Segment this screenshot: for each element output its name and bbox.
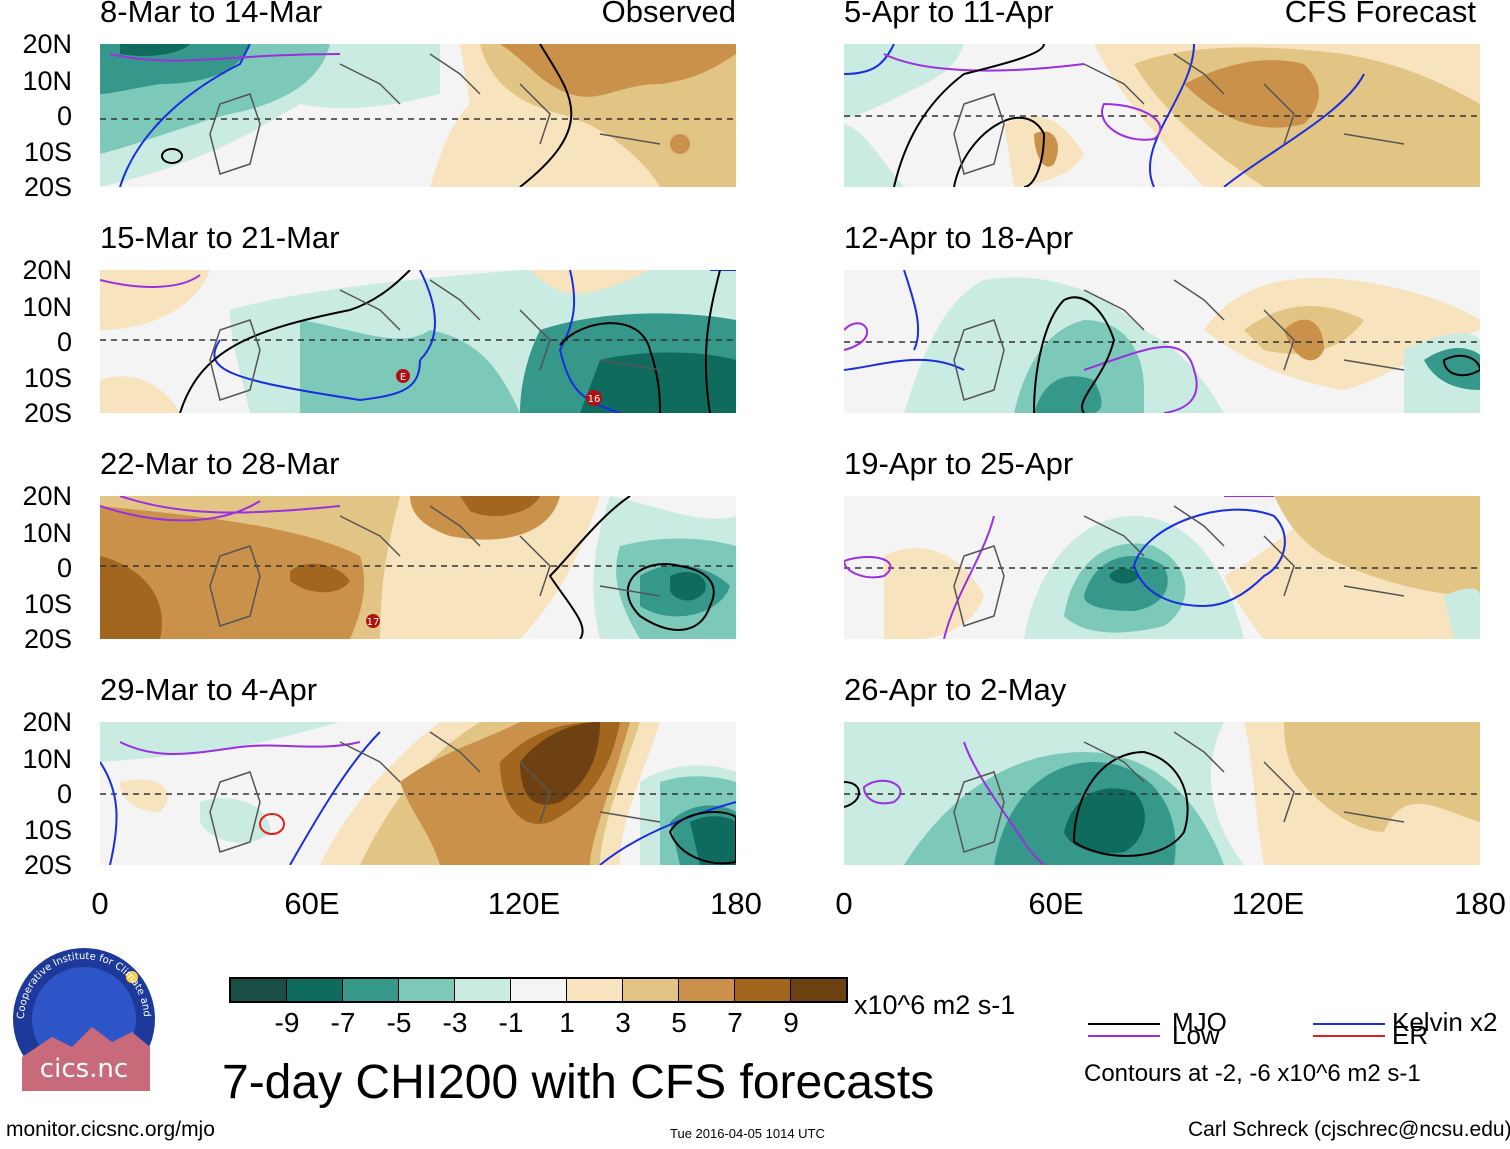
anomaly-map [844,44,1480,187]
lat-label: 10S [23,589,72,619]
lat-label: 10S [23,363,72,393]
lat-label: 10S [23,815,72,845]
panel-title: 12-Apr to 18-Apr [844,220,1074,255]
footer-timestamp: Tue 2016-04-05 1014 UTC [670,1126,825,1141]
lat-label: 20S [23,398,72,428]
mjo-legend-label: MJO [1172,1007,1227,1037]
colorbar-swatch [735,979,791,1001]
er-legend-line [1313,1035,1385,1037]
lat-label: 20N [22,255,72,285]
colorbar-tick: -7 [330,1007,356,1038]
storm-marker: E [396,369,410,383]
storm-label: E [400,372,406,383]
lat-label: 10S [23,137,72,167]
colorbar-swatch [287,979,343,1001]
colorbar-tick: 7 [727,1007,743,1038]
map-panel-3: 22-Mar to 28-Mar 20N 10N 0 10S 20S 17 [0,446,740,677]
lon-label: 0 [91,886,109,921]
lon-label: 180 [1454,886,1506,921]
observed-label: Observed [601,0,736,29]
lat-label: 0 [56,779,72,809]
footer-url[interactable]: monitor.cicsnc.org/mjo [6,1118,215,1141]
kelvin-legend-label: Kelvin x2 [1392,1007,1498,1037]
anomaly-map [844,722,1480,865]
lat-label: 0 [56,327,72,357]
colorbar-swatch [399,979,455,1001]
anomaly-map: E 16 [100,270,736,413]
panel-title: 22-Mar to 28-Mar [100,446,340,481]
map-panel-4: 29-Mar to 4-Apr 20N 10N 0 10S 20S [0,672,740,903]
lon-label: 0 [835,886,853,921]
forecast-label: CFS Forecast [1284,0,1476,29]
er-legend-label: ER [1392,1020,1429,1050]
panel-title: 8-Mar to 14-Mar [100,0,323,29]
lat-label: 20N [22,707,72,737]
anomaly-map [844,270,1480,413]
colorbar-swatch [567,979,623,1001]
lat-label: 10N [22,518,72,548]
lat-label: 20S [23,172,72,202]
panel-title: 5-Apr to 11-Apr [844,0,1054,29]
logo-text: cics.nc [40,1054,128,1084]
map-panel-1: 8-Mar to 14-Mar Observed 20N 10N 0 10S 2… [0,0,740,225]
colorbar-tick: 1 [559,1007,575,1038]
lon-label: 60E [1028,886,1084,921]
main-title: 7-day CHI200 with CFS forecasts [222,1056,935,1109]
lon-label: 120E [1231,886,1305,921]
colorbar-tick: -1 [498,1007,524,1038]
colorbar-swatch [679,979,735,1001]
map-panel-6: 12-Apr to 18-Apr [744,220,1484,451]
cics-logo: Cooperative Institute for Climate and Sa… [12,947,155,1091]
colorbar-tick: -3 [442,1007,468,1038]
colorbar-tick: 5 [671,1007,687,1038]
panel-title: 15-Mar to 21-Mar [100,220,340,255]
map-panel-2: 15-Mar to 21-Mar 20N 10N 0 10S 20S E 16 [0,220,740,451]
colorbar [229,977,848,1003]
anomaly-map: 17 [100,496,736,639]
lon-label: 120E [487,886,561,921]
colorbar-units: x10^6 m2 s-1 [854,990,1016,1020]
low-legend-label: Low [1172,1020,1220,1050]
contour-note: Contours at -2, -6 x10^6 m2 s-1 [1084,1060,1421,1087]
storm-marker: 16 [586,390,602,406]
map-panel-7: 19-Apr to 25-Apr [744,446,1484,677]
storm-label: 16 [588,394,601,405]
panel-title: 26-Apr to 2-May [844,672,1067,707]
panel-title: 29-Mar to 4-Apr [100,672,318,707]
footer-author: Carl Schreck (cjschrec@ncsu.edu) [1188,1118,1510,1141]
lat-label: 20S [23,850,72,880]
colorbar-tick: -9 [274,1007,300,1038]
lat-label: 10N [22,66,72,96]
colorbar-swatch [623,979,679,1001]
anomaly-map [100,722,736,865]
kelvin-legend-line [1313,1023,1385,1025]
lat-label: 20S [23,624,72,654]
colorbar-tick: 9 [783,1007,799,1038]
lat-label: 10N [22,744,72,774]
lat-label: 20N [22,29,72,59]
lat-label: 20N [22,481,72,511]
lat-label: 0 [56,101,72,131]
colorbar-swatch [511,979,567,1001]
anomaly-map [100,44,736,187]
low-legend-line [1088,1035,1160,1037]
mjo-legend-line [1088,1023,1160,1025]
lon-label: 60E [284,886,340,921]
colorbar-swatch [455,979,511,1001]
map-panel-5: 5-Apr to 11-Apr CFS Forecast [744,0,1484,225]
colorbar-swatch [791,979,846,1001]
colorbar-swatch [343,979,399,1001]
colorbar-swatch [231,979,287,1001]
lat-label: 10N [22,292,72,322]
panel-title: 19-Apr to 25-Apr [844,446,1074,481]
map-panel-8: 26-Apr to 2-May [744,672,1484,903]
storm-label: 17 [367,617,380,628]
lat-label: 0 [56,553,72,583]
colorbar-tick: 3 [615,1007,631,1038]
storm-marker: 17 [366,614,380,628]
lon-label: 180 [710,886,762,921]
colorbar-tick: -5 [386,1007,412,1038]
anomaly-map [844,496,1480,639]
